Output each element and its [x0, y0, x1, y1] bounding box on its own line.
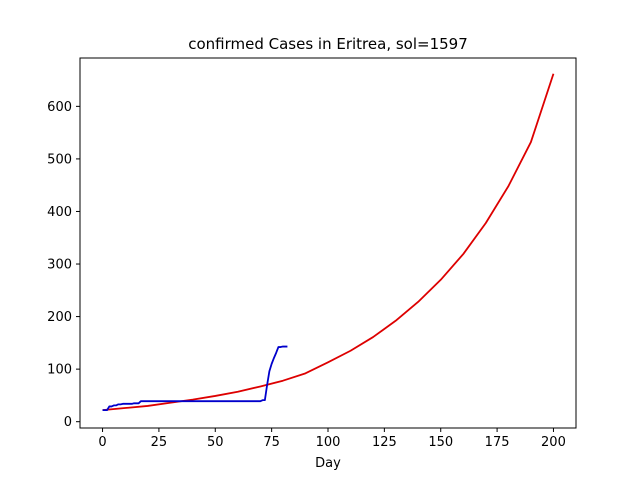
- x-tick-label: 25: [151, 435, 168, 450]
- observed-series-line: [102, 345, 288, 412]
- series-layer: [102, 73, 555, 412]
- x-tick-label: 75: [263, 435, 280, 450]
- x-axis-ticks: 0 25 50 75 100 125 150 175 200: [98, 428, 566, 450]
- x-tick-label: 50: [207, 435, 224, 450]
- x-tick-label: 0: [98, 435, 106, 450]
- x-tick-label: 175: [485, 435, 510, 450]
- y-tick-label: 200: [47, 310, 72, 325]
- y-tick-label: 500: [47, 152, 72, 167]
- x-tick-label: 100: [316, 435, 341, 450]
- x-tick-label: 125: [372, 435, 397, 450]
- x-tick-label: 200: [541, 435, 566, 450]
- x-tick-label: 150: [428, 435, 453, 450]
- y-tick-label: 300: [47, 258, 72, 273]
- y-tick-label: 0: [64, 415, 72, 430]
- y-axis-ticks: 0 100 200 300 400 500 600: [47, 100, 80, 430]
- plot-area-frame: [79, 57, 577, 429]
- chart-title: confirmed Cases in Eritrea, sol=1597: [188, 35, 468, 53]
- y-tick-label: 100: [47, 363, 72, 378]
- x-axis-label: Day: [315, 456, 341, 471]
- y-tick-label: 600: [47, 100, 72, 115]
- y-tick-label: 400: [47, 205, 72, 220]
- model-series-line: [102, 73, 555, 412]
